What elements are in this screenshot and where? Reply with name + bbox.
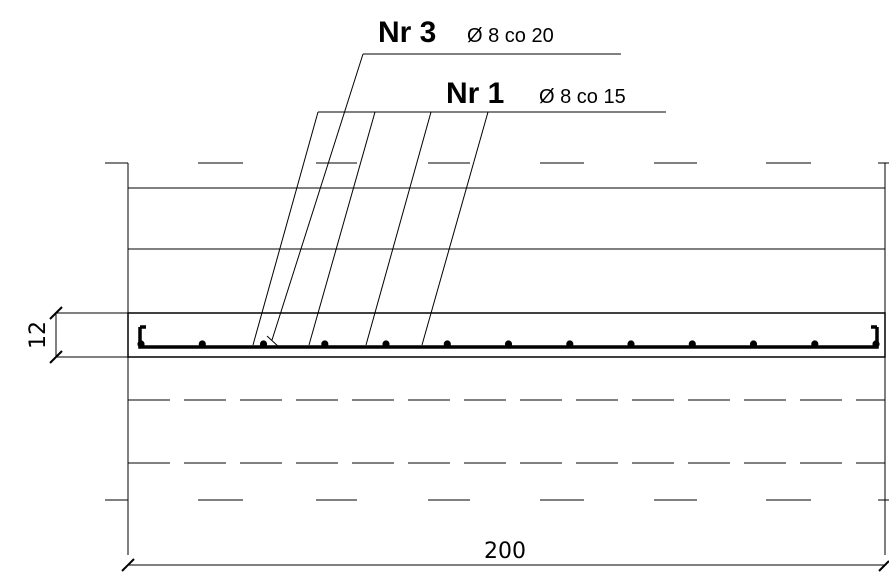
bar1-number-label: Nr 1 [446,77,504,110]
thickness-dimension-text: 12 [26,321,51,349]
rebar-dot [566,340,574,348]
leader-nr1-diagonal-2 [308,111,376,346]
rebar-dot [504,340,513,348]
rebar-dot [688,340,696,348]
leader-nr3-tick [266,335,281,349]
leader-lines [252,53,666,349]
rebar-dot [627,340,635,348]
rebar-dot [749,340,758,348]
rebar-dot [137,340,145,348]
bar1-spec-label: Ø 8 co 15 [539,86,626,108]
rebar-dot [382,340,390,348]
leader-nr1-diagonal-3 [365,111,432,346]
bar3-spec-label: Ø 8 co 20 [467,25,554,47]
width-dimension [121,558,889,572]
rebar-dot [872,340,880,348]
rebar-dot [321,340,329,348]
width-dimension-text: 200 [484,539,526,564]
thickness-dimension [49,306,128,364]
rebar-dot [198,340,206,348]
leader-nr1-diagonal-1 [252,111,319,346]
leader-nr1-diagonal-4 [421,111,489,346]
bar3-number-label: Nr 3 [378,16,436,49]
leader-nr3-diagonal [271,53,364,341]
rebar-dot [443,340,451,348]
slab-section [127,312,886,358]
rebar-dot [811,340,819,348]
rebar-dot [259,340,268,348]
distribution-bar-dots [137,340,880,348]
